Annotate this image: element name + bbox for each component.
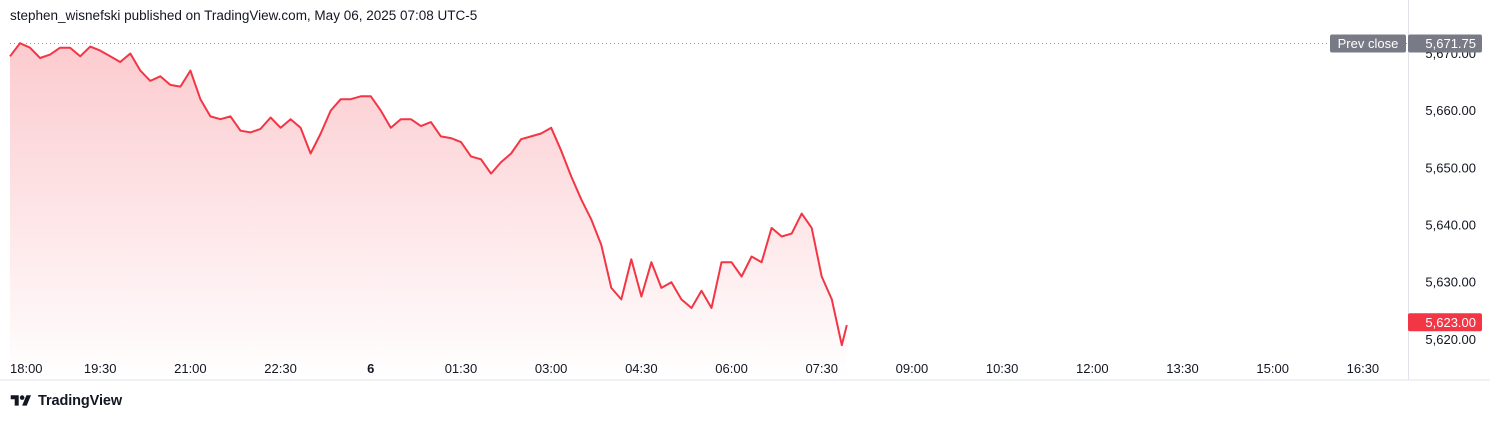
x-tick-label: 07:30 (805, 361, 838, 376)
tradingview-brand-text: TradingView (38, 393, 123, 409)
price-line (9, 42, 848, 347)
x-tick-label: 10:30 (986, 361, 1019, 376)
tradingview-logo-icon (10, 395, 31, 406)
price-area-fill (10, 43, 847, 380)
prev-close-label-bg (1330, 34, 1406, 53)
last-price-label: 5,623.00 (1425, 315, 1476, 330)
x-tick-label: 15:00 (1256, 361, 1289, 376)
x-tick-label: 16:30 (1347, 361, 1380, 376)
x-tick-label: 22:30 (264, 361, 297, 376)
x-tick-label: 06:00 (715, 361, 748, 376)
x-tick-label: 21:00 (174, 361, 207, 376)
x-tick-label: 6 (367, 361, 374, 376)
x-tick-label: 13:30 (1166, 361, 1199, 376)
plot-area (9, 42, 1408, 380)
publish-attribution: stephen_wisnefski published on TradingVi… (10, 8, 478, 23)
x-tick-label: 09:00 (896, 361, 929, 376)
y-tick-label: 5,660.00 (1425, 103, 1476, 118)
x-tick-label: 03:00 (535, 361, 568, 376)
prev-close-label: Prev close (1338, 36, 1399, 51)
x-tick-label: 12:00 (1076, 361, 1109, 376)
x-tick-label: 01:30 (445, 361, 478, 376)
y-tick-label: 5,620.00 (1425, 332, 1476, 347)
y-tick-label: 5,630.00 (1425, 275, 1476, 290)
x-tick-label: 19:30 (84, 361, 117, 376)
x-tick-label: 04:30 (625, 361, 658, 376)
price-labels: Prev close 5,671.75 5,623.00 (1330, 34, 1482, 332)
last-price-bg (1408, 313, 1482, 332)
tradingview-brand[interactable]: TradingView (10, 391, 122, 411)
y-tick-label: 5,650.00 (1425, 160, 1476, 175)
x-tick-label: 18:00 (10, 361, 43, 376)
prev-close-value: 5,671.75 (1425, 36, 1476, 51)
prev-close-value-bg (1408, 34, 1482, 53)
y-tick-label: 5,640.00 (1425, 218, 1476, 233)
